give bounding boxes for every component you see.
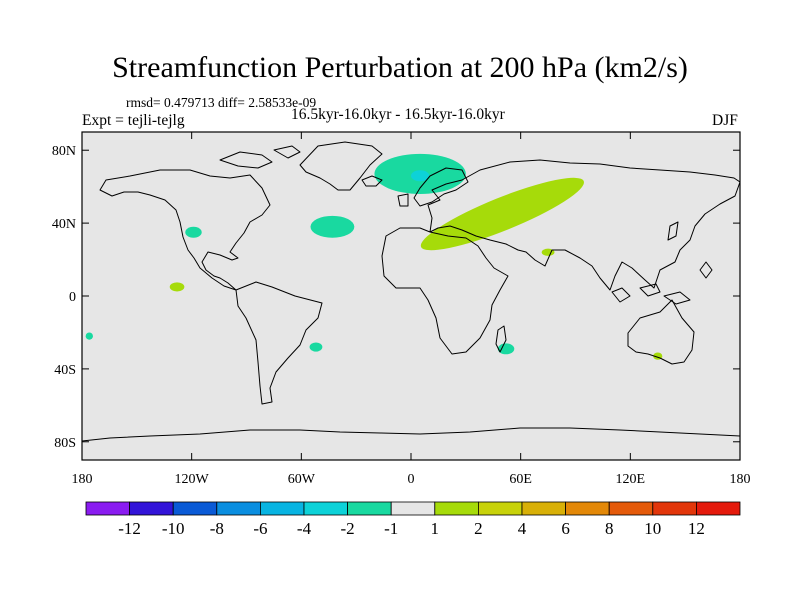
colorbar-label-6: -1 [384, 519, 398, 538]
colorbar-box-0 [85, 501, 130, 516]
anomaly-6 [85, 332, 93, 340]
coast-iceland [361, 175, 383, 187]
coast-madagascar [495, 325, 507, 353]
colorbar-box-12 [608, 501, 654, 516]
coast-arctic-islands [219, 145, 301, 169]
colorbar-box-7 [390, 501, 436, 516]
coastlines [82, 141, 740, 442]
colorbar-label-2: -8 [210, 519, 224, 538]
coast-australia [627, 299, 695, 365]
x-tick-label-2: 60W [288, 472, 316, 487]
colorbar-label-3: -6 [253, 519, 267, 538]
colorbar-label-7: 1 [431, 519, 440, 538]
colorbar-label-13: 12 [688, 519, 705, 538]
anomaly-layer [85, 153, 663, 360]
colorbar-label-11: 8 [605, 519, 614, 538]
colorbar-label-4: -4 [297, 519, 312, 538]
y-tick-label-1: 40N [52, 217, 76, 232]
anomaly-1 [411, 170, 430, 182]
season-label: DJF [712, 112, 738, 129]
colorbar-label-8: 2 [474, 519, 483, 538]
colorbar-label-5: -2 [341, 519, 355, 538]
colorbar-box-1 [129, 501, 174, 516]
coast-africa-eurasia [381, 159, 740, 355]
colorbar-box-8 [434, 501, 479, 516]
y-axis: 80N 40N 0 40S 80S [52, 144, 740, 451]
colorbar-label-0: -12 [118, 519, 141, 538]
x-tick-label-0: 180 [72, 472, 93, 487]
colorbar-box-10 [521, 501, 566, 516]
colorbar-label-9: 4 [518, 519, 527, 538]
anomaly-2 [310, 215, 355, 238]
anomaly-8 [169, 282, 185, 292]
x-tick-label-5: 120E [616, 472, 646, 487]
x-tick-label-1: 120W [175, 472, 210, 487]
anomaly-7 [420, 177, 584, 251]
anomaly-4 [309, 342, 323, 352]
y-tick-label-2: 0 [69, 290, 76, 305]
colorbar-label-12: 10 [644, 519, 661, 538]
coast-maritime-asia [611, 221, 713, 305]
chart-title: Streamfunction Perturbation at 200 hPa (… [112, 51, 688, 84]
coast-europe-north [397, 167, 469, 207]
colorbar-box-3 [216, 501, 261, 516]
x-axis: 180 120W 60W 0 60E 120E 180 [72, 132, 751, 487]
colorbar-box-11 [565, 501, 610, 516]
anomaly-3 [185, 226, 202, 238]
colorbar-box-13 [652, 501, 697, 516]
colorbar: -12 -10 -8 -6 -4 -2 -1 1 2 4 6 8 10 12 [85, 501, 741, 538]
y-tick-label-0: 80N [52, 144, 76, 159]
experiment-label: Expt = tejli-tejlg [82, 112, 185, 129]
coast-antarctica [82, 427, 740, 442]
period-label: 16.5kyr-16.0kyr - 16.5kyr-16.0kyr [291, 106, 505, 123]
anomaly-5 [497, 343, 515, 355]
coast-south-america [235, 281, 323, 405]
x-tick-label-4: 60E [509, 472, 532, 487]
coast-north-america [99, 169, 271, 291]
colorbar-box-2 [172, 501, 218, 516]
coast-greenland [299, 141, 383, 191]
colorbar-box-9 [477, 501, 523, 516]
colorbar-box-14 [696, 501, 741, 516]
colorbar-box-6 [347, 501, 392, 516]
stats-label: rmsd= 0.479713 diff= 2.58533e-09 [126, 95, 317, 110]
colorbar-box-4 [259, 501, 305, 516]
x-tick-label-6: 180 [730, 472, 751, 487]
colorbar-label-1: -10 [162, 519, 185, 538]
y-tick-label-3: 40S [54, 363, 76, 378]
colorbar-label-10: 6 [561, 519, 570, 538]
colorbar-box-5 [303, 501, 348, 516]
x-tick-label-3: 0 [408, 472, 415, 487]
y-tick-label-4: 80S [54, 436, 76, 451]
